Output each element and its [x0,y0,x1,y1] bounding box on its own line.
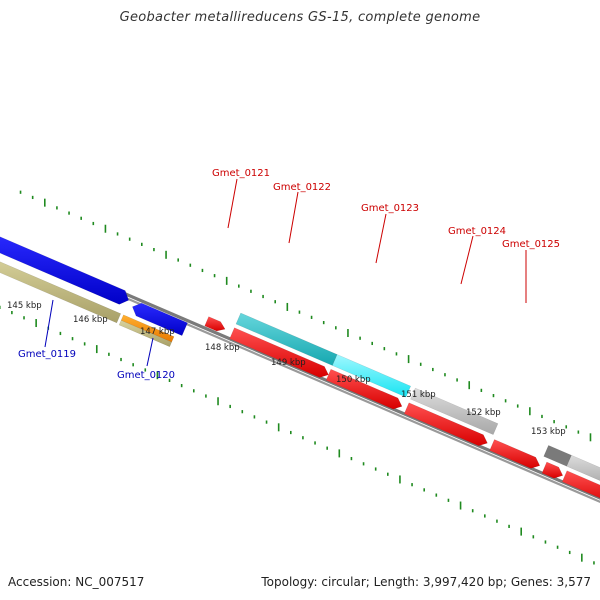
leader-line [288,191,299,244]
gene-gmet-0122-cyan [332,354,412,398]
inner-ruler-ticks [0,305,595,565]
ruler-label: 153 kbp [531,427,566,437]
label-leader-lines [44,178,527,367]
gene-label: Gmet_0122 [273,182,331,193]
gene-khaki-2 [118,320,172,348]
gene-features [0,236,600,499]
gene-label: Gmet_0121 [212,168,270,179]
ruler-label: 147 kbp [140,327,175,337]
ruler-label: 146 kbp [73,315,108,325]
cds-red [403,402,488,447]
gene-gmet-0119-blue [0,236,129,305]
gene-gmet-0124-gray [410,387,499,435]
gene-gray-2 [566,454,600,481]
ruler-label: 149 kbp [271,358,306,368]
cds-red [561,470,600,499]
cds-red-small [204,316,226,332]
ruler-label: 145 kbp [7,301,42,311]
cds-red [325,368,403,410]
genome-summary-text: Topology: circular; Length: 3,997,420 bp… [261,575,591,589]
leader-line [44,299,54,348]
map-title: Geobacter metallireducens GS-15, complet… [119,10,481,25]
leader-line [460,235,474,285]
cds-red [489,439,541,469]
ruler-label: 151 kbp [401,390,436,400]
gene-label: Gmet_0120 [117,370,175,381]
cds-red [229,327,329,378]
leader-line [227,178,238,229]
gene-label: Gmet_0123 [361,203,419,214]
gene-khaki [0,261,122,324]
ruler-labels: 145 kbp 146 kbp 147 kbp 148 kbp 149 kbp 150 k… [7,301,566,437]
ruler-label: 150 kbp [336,375,371,385]
gene-label: Gmet_0124 [448,226,506,237]
cds-red-small [541,461,564,479]
ruler-label: 152 kbp [466,408,501,418]
gene-label: Gmet_0125 [502,239,560,250]
outer-ruler-ticks [19,190,592,442]
ruler-label: 148 kbp [205,343,240,353]
leader-line [146,337,154,367]
leader-line [375,213,387,264]
gene-label: Gmet_0119 [18,349,76,360]
gene-gmet-0120-blue [132,302,188,337]
accession-text: Accession: NC_007517 [8,575,145,589]
